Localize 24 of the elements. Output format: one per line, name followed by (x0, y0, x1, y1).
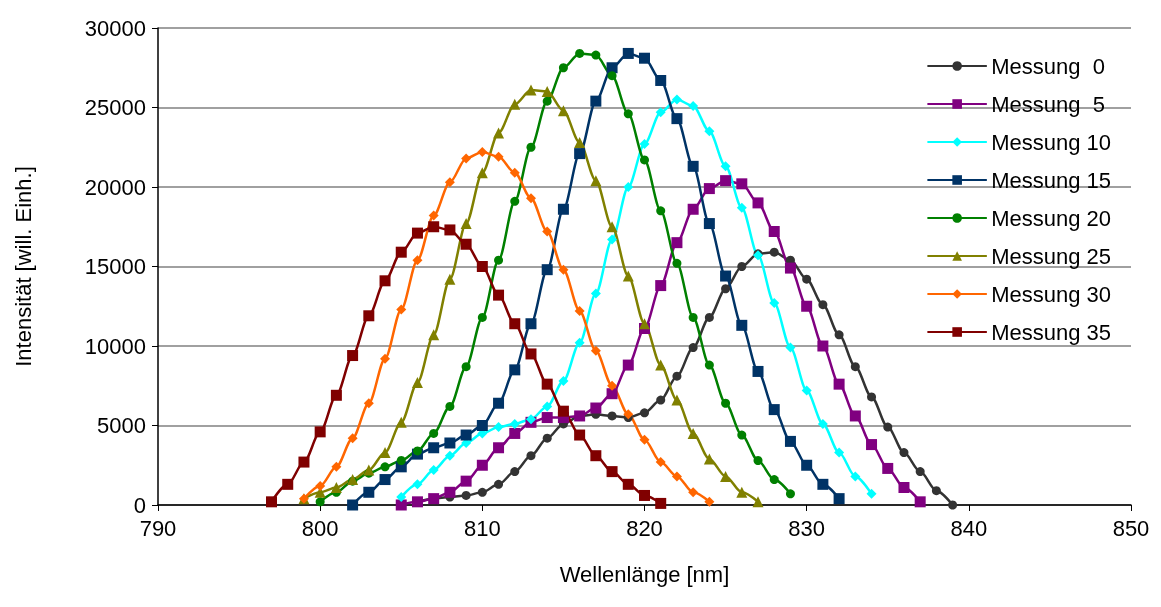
y-tick-label: 25000 (84, 95, 146, 120)
x-tick-label: 850 (1112, 515, 1150, 541)
y-tick-label: 20000 (84, 174, 146, 200)
y-tick-label: 10000 (84, 333, 146, 359)
legend-label: Messung 10 (991, 129, 1112, 155)
legend-label: Messung 25 (991, 243, 1112, 269)
x-tick-label: 790 (139, 515, 177, 541)
x-axis-title: Wellenlänge [nm] (559, 561, 730, 587)
legend-label: Messung 0 (991, 53, 1105, 79)
legend-label: Messung 20 (991, 205, 1112, 231)
y-tick-label: 5000 (97, 413, 146, 438)
x-tick-label: 820 (626, 515, 663, 541)
legend-label: Messung 35 (991, 319, 1112, 345)
y-tick-label: 30000 (84, 15, 146, 41)
y-axis-title: Intensität [will. Einh.] (10, 166, 36, 367)
x-tick-label: 800 (301, 515, 339, 541)
legend-label: Messung 5 (991, 91, 1105, 117)
x-tick-label: 810 (463, 515, 501, 541)
legend-label: Messung 30 (991, 281, 1112, 307)
y-tick-label: 0 (133, 492, 146, 518)
x-tick-label: 830 (788, 515, 826, 541)
y-tick-label: 15000 (84, 254, 146, 279)
legend-label: Messung 15 (991, 167, 1112, 193)
x-tick-label: 840 (950, 515, 988, 541)
